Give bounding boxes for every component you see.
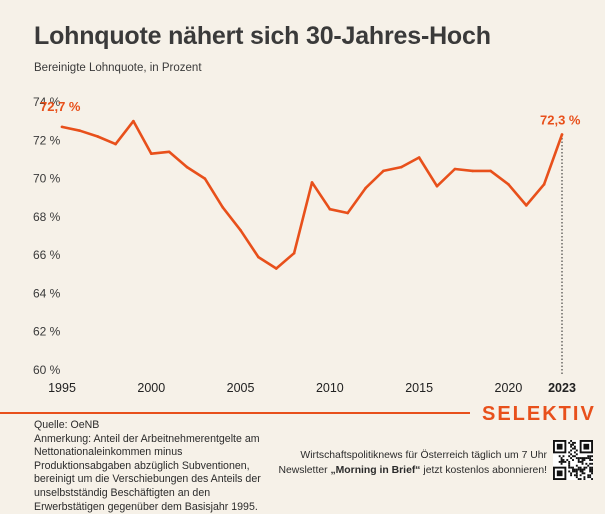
data-label: 72,3 % [540,113,581,128]
source-note: Quelle: OeNB [34,419,100,431]
x-tick-label: 2005 [227,381,255,395]
brand-logo: SELEKTIV [482,403,596,425]
promo-prefix: Newsletter [278,465,331,476]
data-point [167,150,171,154]
data-point [310,181,314,184]
data-point [203,177,207,180]
data-point [328,207,332,211]
data-point [185,165,189,169]
methodology-note: Anmerkung: Anteil der Arbeitnehmerentgel… [34,432,261,513]
data-point [257,255,260,259]
y-tick-label: 74 % [33,95,61,109]
data-point [542,183,546,186]
promo-suffix: jetzt kostenlos abonnieren! [420,465,547,476]
promo-line-1: Wirtschaftspolitiknews für Österreich tä… [300,450,547,461]
y-tick-label: 62 % [33,325,61,339]
y-tick-label: 66 % [33,248,61,262]
data-label: 72,7 % [40,99,81,114]
footer-divider [0,412,470,414]
x-tick-label: 2015 [405,381,433,395]
data-point [435,184,439,188]
data-point [507,183,510,186]
data-point [346,211,350,215]
data-point [524,204,528,207]
data-point [132,119,135,123]
data-point [292,251,296,255]
data-point [417,156,421,159]
data-point [149,152,153,155]
data-point [489,169,492,173]
qr-code-icon[interactable] [553,440,593,480]
x-tick-label: 2000 [137,381,165,395]
chart-subtitle: Bereinigte Lohnquote, in Prozent [34,62,202,74]
chart-title: Lohnquote nähert sich 30-Jahres-Hoch [34,22,491,50]
promo-newsletter-name: „Morning in Brief“ [330,465,421,476]
data-point [274,267,278,270]
data-point [114,142,117,146]
x-tick-label: 2020 [495,381,523,395]
x-tick-label: 2023 [548,381,576,395]
data-point [560,133,564,136]
y-tick-label: 68 % [33,210,61,224]
data-point [471,169,475,173]
y-tick-label: 70 % [33,172,61,186]
data-point [78,129,82,133]
y-tick-label: 60 % [33,363,61,377]
data-point [399,165,403,169]
data-point [60,125,64,129]
data-point [221,205,225,209]
x-tick-label: 1995 [48,381,76,395]
y-tick-label: 64 % [33,286,61,300]
x-tick-label: 2010 [316,381,344,395]
line-chart: 60 % 62 % 64 % 66 % 68 % 70 % 72 % 74 % 1995 2000… [33,95,581,395]
newsletter-promo[interactable]: Wirtschaftspolitiknews für Österreich tä… [247,448,547,478]
data-point [382,169,385,173]
data-point [453,167,457,171]
data-point [364,186,367,190]
y-tick-label: 72 % [33,133,61,147]
data-point [96,135,100,138]
promo-line-2: Newsletter „Morning in Brief“ jetzt kost… [247,463,547,478]
series-line-lohnquote [60,119,564,270]
data-point [239,228,242,232]
footnotes: Quelle: OeNB Anmerkung: Anteil der Arbei… [34,419,274,514]
